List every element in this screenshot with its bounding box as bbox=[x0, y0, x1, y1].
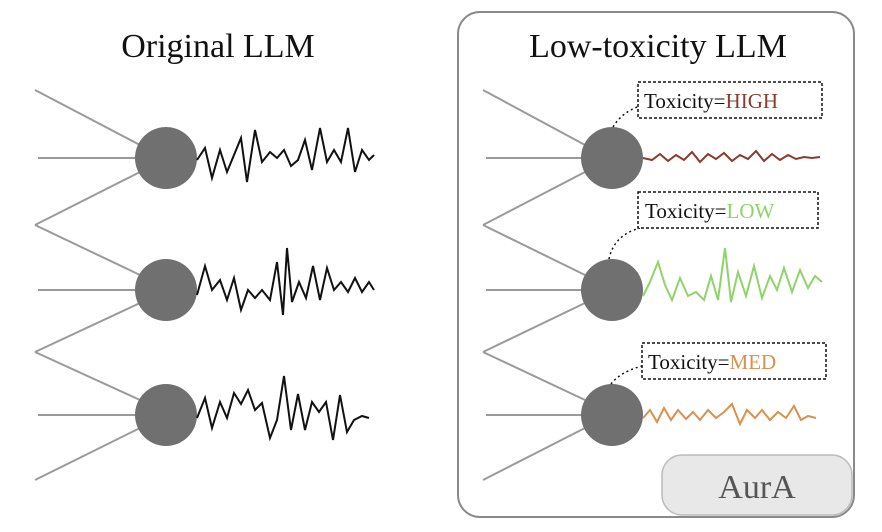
toxicity-prefix: Toxicity= bbox=[645, 199, 727, 223]
edge bbox=[34, 224, 141, 276]
low-toxicity-llm-panel: Low-toxicity LLM Toxicity=HIGH Toxicity=… bbox=[457, 11, 855, 518]
neuron-3 bbox=[135, 384, 197, 446]
neuron-2 bbox=[135, 259, 197, 321]
neuron-2 bbox=[581, 259, 643, 321]
leader-line-med bbox=[610, 365, 643, 385]
edge bbox=[482, 351, 586, 401]
edge bbox=[34, 351, 141, 401]
low-toxicity-edges bbox=[482, 89, 586, 481]
toxicity-prefix: Toxicity= bbox=[644, 89, 726, 113]
neuron-3 bbox=[581, 384, 643, 446]
neuron-1 bbox=[581, 127, 643, 189]
edge bbox=[482, 224, 586, 276]
toxicity-level-low: LOW bbox=[727, 199, 775, 223]
aura-badge-label: AurA bbox=[718, 469, 796, 506]
toxicity-label-med: Toxicity=MED bbox=[648, 350, 776, 374]
neuron-1 bbox=[135, 127, 197, 189]
activation-signal-1 bbox=[196, 127, 375, 183]
toxicity-level-high: HIGH bbox=[726, 89, 779, 113]
toxicity-label-low-box bbox=[637, 191, 819, 229]
edge bbox=[482, 171, 586, 226]
activation-signal-2 bbox=[196, 247, 375, 316]
original-edges bbox=[34, 89, 141, 481]
edge bbox=[482, 89, 586, 146]
edge bbox=[34, 89, 141, 146]
leader-line-high bbox=[612, 105, 641, 128]
edge bbox=[34, 427, 141, 481]
toxicity-label-high: Toxicity=HIGH bbox=[644, 89, 778, 113]
toxicity-level-med: MED bbox=[730, 350, 777, 374]
leader-line-low bbox=[608, 227, 641, 260]
edge bbox=[482, 427, 586, 481]
aura-badge bbox=[661, 454, 853, 516]
edge bbox=[34, 171, 141, 226]
activation-signal-low bbox=[642, 247, 823, 303]
activation-signal-high bbox=[642, 149, 821, 164]
edge bbox=[482, 302, 586, 353]
toxicity-prefix: Toxicity= bbox=[648, 350, 730, 374]
activation-signal-3 bbox=[196, 375, 370, 442]
toxicity-label-med-box bbox=[641, 342, 827, 380]
panel-border bbox=[457, 11, 855, 518]
toxicity-label-high-box bbox=[637, 81, 823, 119]
original-llm-title: Original LLM bbox=[121, 28, 315, 65]
activation-signal-med bbox=[642, 402, 817, 427]
edge bbox=[34, 302, 141, 353]
low-toxicity-llm-title: Low-toxicity LLM bbox=[529, 28, 787, 65]
original-llm-panel: Original LLM bbox=[34, 28, 375, 481]
toxicity-label-low: Toxicity=LOW bbox=[645, 199, 775, 223]
